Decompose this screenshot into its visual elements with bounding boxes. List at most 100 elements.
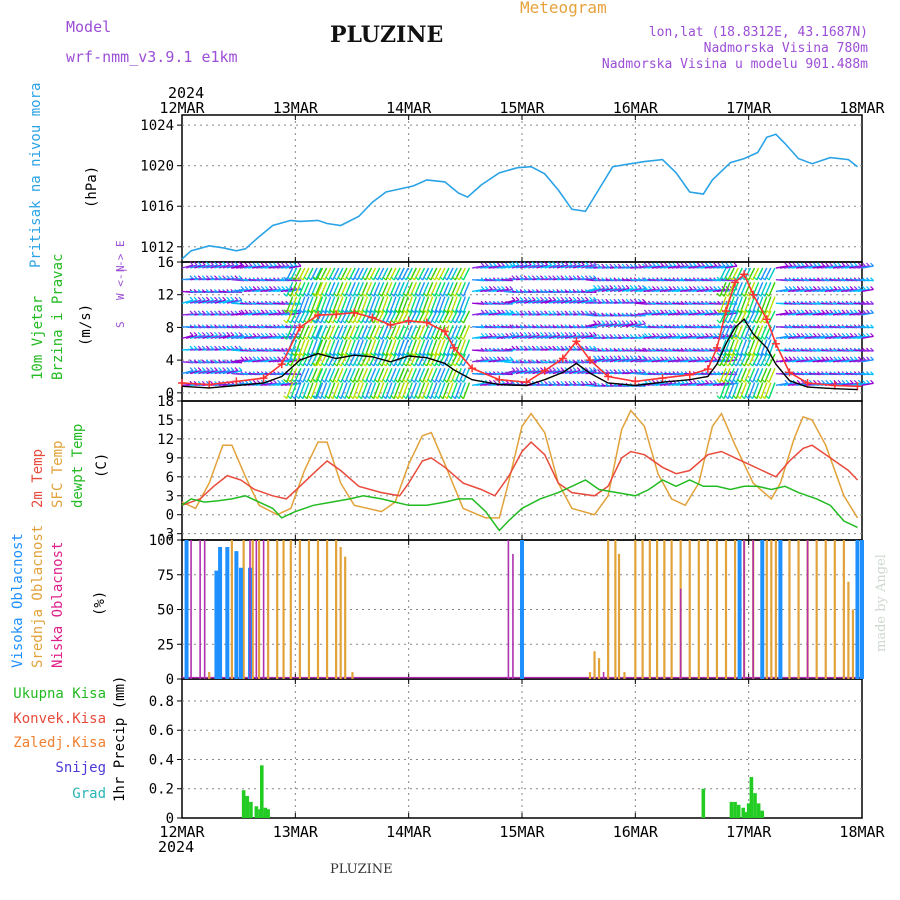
wind-arrow-head [701, 379, 705, 384]
wind-arrow-head [256, 356, 261, 361]
wind-arrow [368, 353, 377, 367]
wind-arrow-head [753, 309, 758, 314]
wind-arrow-head [544, 275, 548, 280]
wind-arrow-head [325, 352, 330, 357]
wind-arrow-head [753, 362, 758, 367]
wind-arrow-head [745, 335, 749, 340]
wind-arrow-head [580, 275, 585, 280]
wind-arrow-head [411, 335, 415, 340]
wind-arrow-head [511, 310, 516, 315]
panel-frame-precipitation [181, 678, 863, 819]
wind-arrow-head [226, 331, 231, 336]
wind-arrow-head [406, 395, 411, 400]
wind-arrow-head [357, 319, 362, 324]
wind-arrow-head [576, 380, 581, 385]
wind-arrow-head [572, 367, 577, 371]
wind-arrow-head [588, 310, 593, 315]
wind-arrow-head [647, 379, 652, 384]
wind-arrow-head [736, 352, 741, 357]
wind-arrow-head [218, 331, 222, 336]
wind-arrow [194, 264, 206, 269]
wind-arrow-head [406, 335, 411, 340]
wind-arrow [747, 267, 756, 281]
wind-arrow [181, 299, 194, 304]
wind-arrow [226, 369, 239, 375]
wind-arrow-head [716, 292, 721, 297]
wind-arrow [288, 288, 302, 293]
wind-arrow [630, 287, 642, 293]
wind-arrow-head [560, 380, 565, 385]
wind-arrow [613, 287, 626, 293]
wind-arrow-head [443, 395, 448, 400]
dewpoint-line [181, 479, 858, 532]
wind-arrow-head [527, 261, 532, 266]
wind-arrow [348, 267, 356, 281]
wind-arrow-head [544, 296, 548, 301]
wind-arrow-head [329, 276, 334, 281]
wind-arrow [290, 310, 298, 324]
wind-arrow-head [761, 292, 766, 297]
wind-arrow [861, 265, 874, 269]
wind-arrow-head [447, 319, 452, 324]
wind-arrow-head [419, 362, 424, 367]
wind-arrow [500, 288, 513, 293]
wind-arrow-head [321, 309, 326, 314]
wind-arrow-head [307, 378, 312, 383]
wind-arrow-head [402, 335, 407, 340]
wind-arrow-head [784, 309, 789, 314]
wind-arrow-head [580, 261, 585, 266]
wind-arrow [409, 267, 417, 281]
ytick-label-temperature: 18 [157, 394, 174, 410]
wind-arrow-head [792, 332, 797, 337]
wind-arrow [556, 334, 569, 340]
wind-arrow [185, 369, 198, 375]
ytick-label-temperature: 12 [157, 432, 174, 448]
wind-arrow-head [455, 395, 460, 400]
wind-arrow-head [841, 379, 846, 384]
wind-arrow [438, 267, 446, 281]
wind-arrow-head [637, 298, 642, 303]
wind-arrow-head [668, 262, 673, 267]
wind-arrow [723, 267, 731, 281]
wind-arrow-head [761, 319, 766, 324]
wind-arrow [622, 287, 634, 293]
wind-arrow-head [576, 261, 581, 266]
wind-arrow-head [362, 309, 366, 314]
wind-arrow-head [705, 262, 709, 267]
wind-arrow-head [804, 309, 809, 314]
wind-arrow [724, 382, 738, 386]
ytick-label-precipitation: 0.8 [149, 694, 174, 710]
wind-arrow-head [321, 319, 326, 324]
wind-arrow-head [656, 286, 660, 290]
wind-arrow [218, 264, 230, 269]
wind-arrow-head [544, 331, 548, 336]
wind-arrow [446, 267, 454, 281]
wind-arrow-head [307, 335, 312, 340]
wind-arrow [768, 368, 776, 383]
wind-arrow-head [252, 356, 257, 361]
wind-arrow-head [535, 331, 540, 336]
wind-arrow [421, 353, 430, 367]
wind-arrow-head [281, 379, 286, 384]
wind-arrow-head [349, 395, 354, 400]
wind-arrow [581, 369, 593, 375]
wind-arrow [454, 267, 462, 281]
wind-arrow-head [488, 332, 493, 337]
wind-arrow-head [849, 286, 854, 290]
wind-arrow-head [597, 369, 601, 373]
wind-arrow-head [362, 292, 366, 297]
wind-arrow [181, 334, 194, 340]
wind-arrow-head [226, 275, 231, 280]
wind-arrow-head [601, 333, 606, 338]
wind-arrow-head [664, 332, 669, 337]
wind-arrow-head [613, 298, 618, 303]
wind-arrow-head [765, 309, 770, 314]
wind-arrow [214, 264, 226, 269]
wind-arrow-head [295, 276, 300, 281]
wind-arrow-head [222, 275, 227, 280]
wind-arrow-head [633, 285, 638, 289]
wind-arrow-head [419, 292, 424, 297]
wind-arrow-head [588, 331, 593, 336]
wind-arrow-head [269, 332, 273, 337]
wind-arrow-head [837, 309, 842, 314]
